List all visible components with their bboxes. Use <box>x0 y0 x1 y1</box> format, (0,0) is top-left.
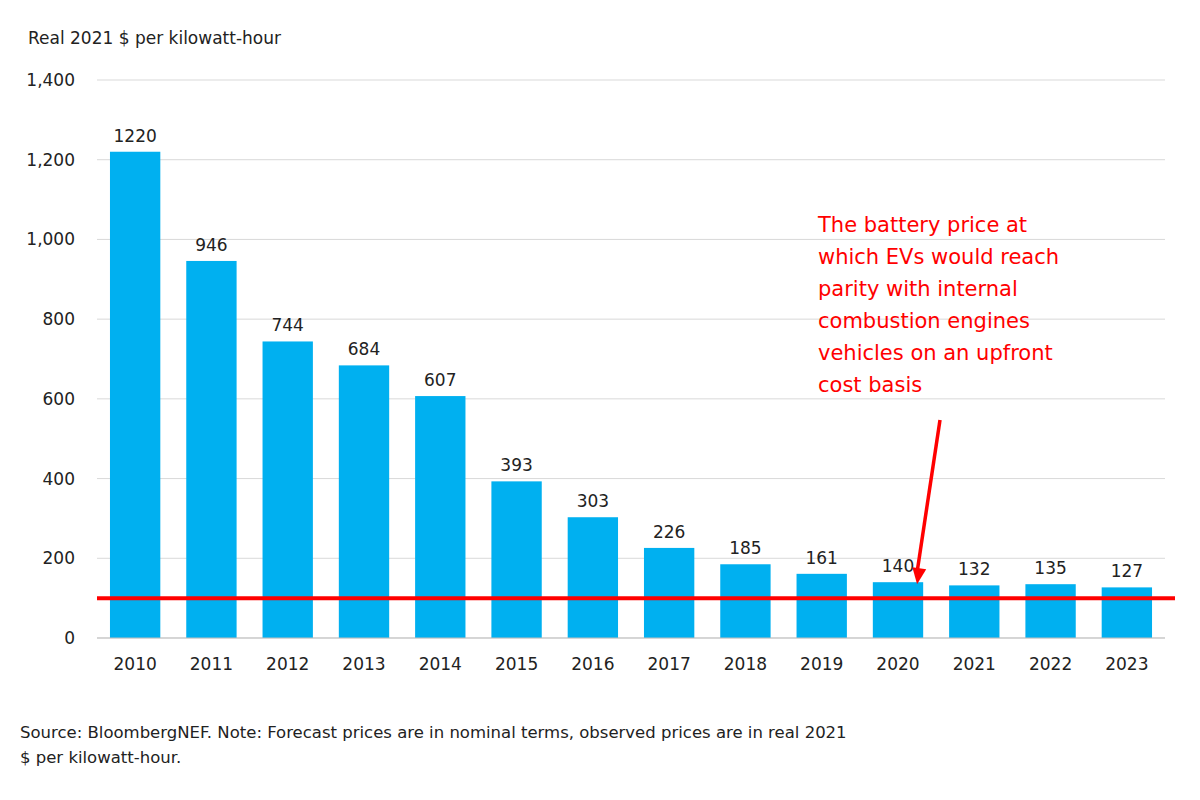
data-label: 1220 <box>114 126 157 146</box>
bar <box>568 517 618 638</box>
y-tick-label: 1,400 <box>26 70 75 90</box>
data-label: 684 <box>348 339 380 359</box>
x-tick-label: 2016 <box>571 654 614 674</box>
bar <box>491 481 541 638</box>
bars <box>110 152 1152 638</box>
bar <box>186 261 236 638</box>
annotation-arrow <box>917 420 940 572</box>
data-label: 226 <box>653 522 685 542</box>
annotation-text: cost basis <box>818 373 922 397</box>
data-label: 185 <box>729 538 761 558</box>
source-note: Source: BloombergNEF. Note: Forecast pri… <box>20 723 847 742</box>
y-tick-label: 1,000 <box>26 229 75 249</box>
x-tick-label: 2014 <box>419 654 462 674</box>
bar <box>644 548 694 638</box>
x-tick-label: 2021 <box>953 654 996 674</box>
bar <box>1025 584 1075 638</box>
x-tick-label: 2010 <box>114 654 157 674</box>
bar <box>797 574 847 638</box>
grid-line <box>97 478 1165 479</box>
bar <box>720 564 770 638</box>
x-tick-label: 2022 <box>1029 654 1072 674</box>
grid-line <box>97 80 1165 81</box>
x-tick-label: 2011 <box>190 654 233 674</box>
y-axis-label: Real 2021 $ per kilowatt-hour <box>28 28 281 48</box>
data-label: 744 <box>271 315 303 335</box>
y-tick-label: 200 <box>43 548 75 568</box>
data-label: 303 <box>577 491 609 511</box>
annotation-text: combustion engines <box>818 309 1030 333</box>
grid <box>97 80 1165 638</box>
annotation-text: vehicles on an upfront <box>818 341 1053 365</box>
annotation-text: The battery price at <box>817 213 1027 237</box>
grid-line <box>97 159 1165 160</box>
data-label: 140 <box>882 556 914 576</box>
y-tick-label: 400 <box>43 469 75 489</box>
x-tick-label: 2012 <box>266 654 309 674</box>
bar <box>110 152 160 638</box>
x-axis-line <box>97 638 1165 639</box>
data-label: 132 <box>958 559 990 579</box>
y-tick-label: 1,200 <box>26 150 75 170</box>
x-tick-label: 2018 <box>724 654 767 674</box>
chart: Real 2021 $ per kilowatt-hour 0 200 400 600 8… <box>0 0 1200 800</box>
data-label: 393 <box>500 455 532 475</box>
data-label: 607 <box>424 370 456 390</box>
data-label: 161 <box>805 548 837 568</box>
grid-line <box>97 638 1165 639</box>
data-label: 135 <box>1034 558 1066 578</box>
data-label: 946 <box>195 235 227 255</box>
bar <box>873 582 923 638</box>
bar <box>415 396 465 638</box>
y-tick-label: 0 <box>64 628 75 648</box>
annotation-text: which EVs would reach <box>818 245 1059 269</box>
x-tick-label: 2019 <box>800 654 843 674</box>
bar <box>1102 587 1152 638</box>
x-tick-label: 2017 <box>648 654 691 674</box>
x-tick-label: 2023 <box>1105 654 1148 674</box>
y-tick-label: 600 <box>43 389 75 409</box>
grid-line <box>97 398 1165 399</box>
x-tick-label: 2015 <box>495 654 538 674</box>
parity-line <box>97 596 1175 600</box>
annotation-arrowhead <box>912 567 926 584</box>
x-tick-label: 2013 <box>342 654 385 674</box>
chart-root: Real 2021 $ per kilowatt-hour 0 200 400 600 8… <box>0 0 1200 800</box>
grid-line <box>97 239 1165 240</box>
bar <box>949 585 999 638</box>
grid-line <box>97 558 1165 559</box>
y-tick-label: 800 <box>43 309 75 329</box>
x-tick-label: 2020 <box>876 654 919 674</box>
data-label: 127 <box>1111 561 1143 581</box>
annotation-text: parity with internal <box>818 277 1018 301</box>
source-note: $ per kilowatt-hour. <box>20 748 181 767</box>
bar <box>263 341 313 638</box>
